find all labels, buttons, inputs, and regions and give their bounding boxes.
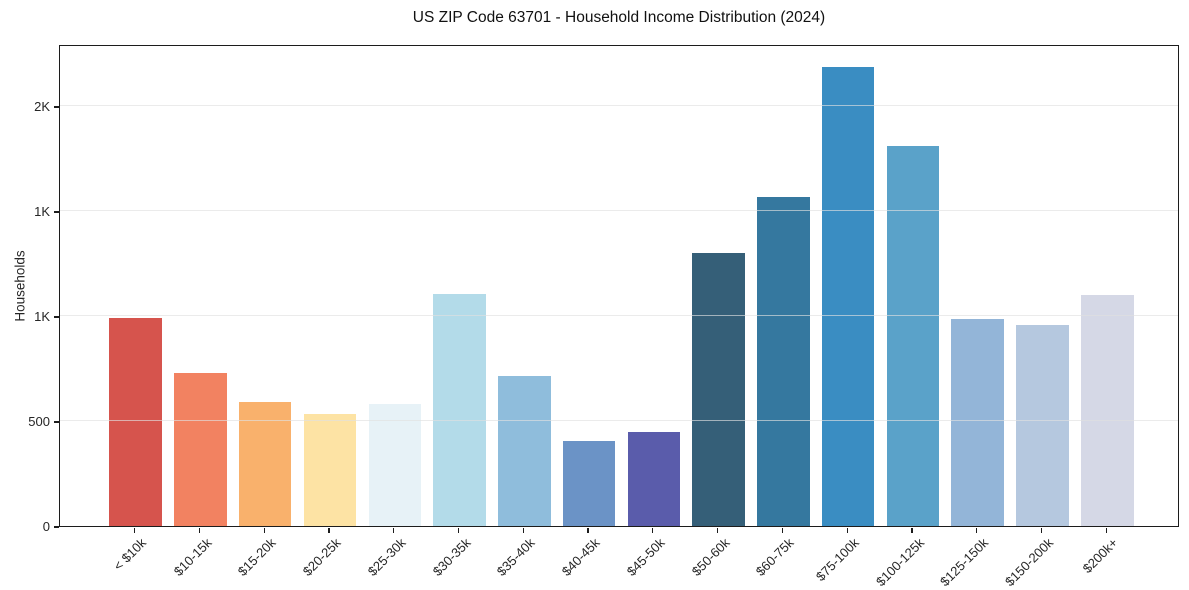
- x-tick-mark: [652, 528, 654, 533]
- bar-$60-75k: [757, 197, 810, 526]
- y-tick-mark: [53, 421, 59, 423]
- x-tick-mark: [846, 528, 848, 533]
- bar-$125-150k: [951, 319, 1004, 526]
- bar-$40-45k: [562, 440, 616, 526]
- bar-$200k+: [1081, 295, 1134, 526]
- gridline-2000: [59, 105, 1178, 106]
- y-tick-label: 1K: [34, 309, 50, 324]
- x-tick-label: $15-20k: [235, 535, 279, 579]
- bar-$35-40k: [498, 375, 551, 526]
- y-tick-label: 0: [42, 519, 50, 534]
- x-tick-mark: [328, 528, 330, 533]
- bar-< $10k: [109, 318, 162, 526]
- y-tick-label: 1K: [34, 204, 50, 219]
- gridline-1500: [59, 210, 1178, 211]
- x-tick-label: $40-45k: [558, 535, 603, 579]
- x-tick-mark: [781, 528, 783, 533]
- x-tick-label: $125-150k: [937, 535, 992, 590]
- bar-$15-20k: [238, 402, 292, 526]
- bar-$45-50k: [627, 431, 681, 526]
- x-tick-label: $50-60k: [688, 535, 733, 579]
- bar-$30-35k: [433, 293, 486, 526]
- bar-$50-60k: [692, 253, 745, 526]
- x-tick-mark: [911, 528, 913, 533]
- x-tick-label: $200k+: [1079, 535, 1121, 577]
- x-tick-label: $45-50k: [623, 535, 668, 579]
- x-tick-mark: [1040, 528, 1043, 533]
- y-tick-mark: [53, 316, 59, 318]
- x-tick-label: $150-200k: [1002, 535, 1057, 590]
- x-tick-label: $10-15k: [170, 535, 215, 579]
- gridline-500: [59, 420, 1178, 421]
- y-tick-mark: [53, 106, 59, 108]
- x-tick-mark: [457, 528, 460, 533]
- x-tick-mark: [522, 528, 524, 533]
- x-tick-label: $100-125k: [872, 535, 927, 590]
- bar-$10-15k: [174, 372, 227, 526]
- x-tick-mark: [587, 528, 589, 533]
- x-tick-label: $30-35k: [429, 535, 474, 579]
- x-tick-label: $75-100k: [812, 535, 862, 584]
- x-tick-mark: [976, 528, 978, 533]
- x-tick-mark: [134, 528, 136, 533]
- x-tick-mark: [717, 528, 719, 533]
- bar-$150-200k: [1016, 325, 1069, 526]
- bar-$75-100k: [821, 67, 875, 526]
- y-tick-mark: [53, 526, 59, 528]
- x-tick-label: $60-75k: [753, 535, 798, 579]
- x-tick-label: $25-30k: [364, 535, 409, 579]
- chart-title: US ZIP Code 63701 - Household Income Dis…: [412, 9, 826, 26]
- plot-area: [58, 45, 1179, 527]
- x-tick-mark: [393, 528, 395, 533]
- x-tick-mark: [263, 528, 265, 533]
- x-tick-label: $35-40k: [494, 535, 538, 579]
- y-tick-label: 500: [28, 414, 50, 429]
- bar-$100-125k: [886, 145, 940, 526]
- y-tick-mark: [53, 211, 59, 213]
- x-tick-label: $20-25k: [299, 535, 344, 579]
- y-tick-label: 2K: [34, 99, 50, 114]
- bar-$25-30k: [368, 404, 422, 526]
- bar-$20-25k: [303, 413, 357, 526]
- x-tick-mark: [198, 528, 201, 533]
- x-tick-mark: [1105, 528, 1107, 533]
- x-tick-label: < $10k: [110, 535, 150, 574]
- gridline-1000: [59, 315, 1178, 316]
